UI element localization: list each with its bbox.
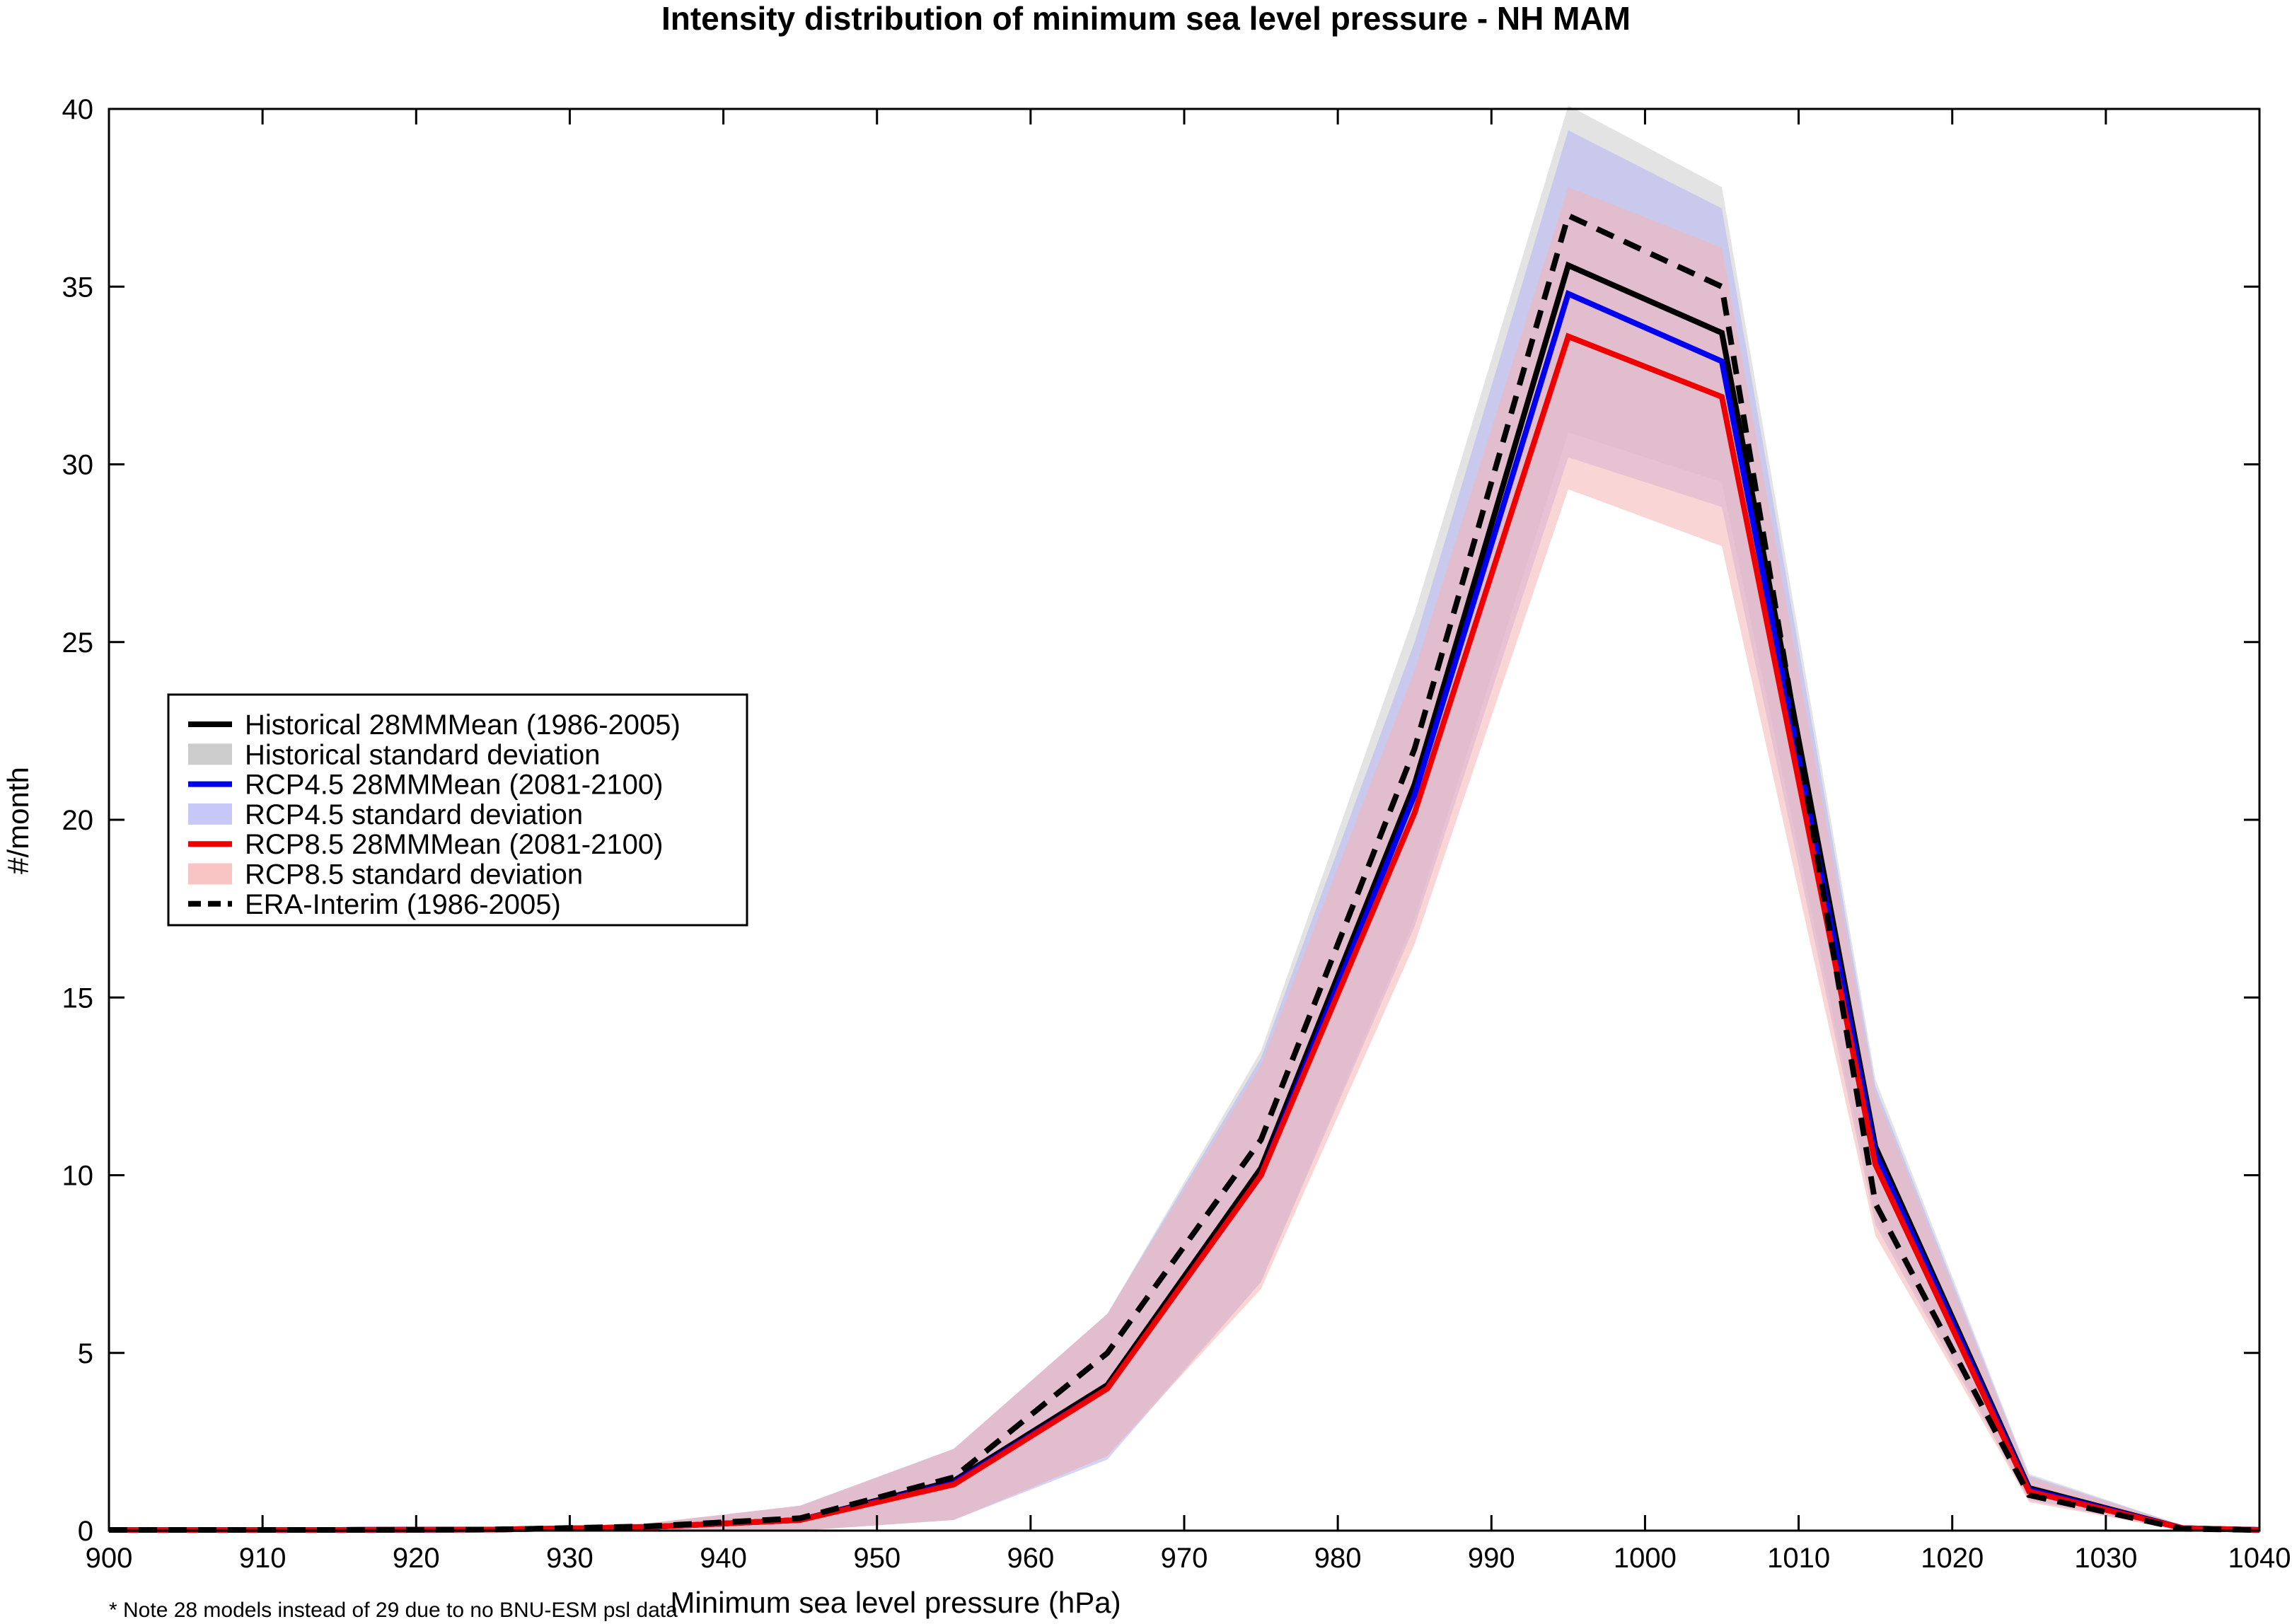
legend-swatch: [188, 803, 232, 825]
legend-label: RCP4.5 28MMMean (2081-2100): [245, 770, 663, 801]
legend-label: Historical 28MMMean (1986-2005): [245, 709, 681, 741]
footnote: * Note 28 models instead of 29 due to no…: [109, 1599, 678, 1622]
x-axis-label: Minimum sea level pressure (hPa): [670, 1586, 1121, 1619]
legend-label: RCP8.5 standard deviation: [245, 859, 583, 891]
legend-swatch: [188, 863, 232, 885]
y-tick-label: 25: [62, 627, 94, 659]
legend-label: Historical standard deviation: [245, 739, 600, 770]
y-tick-label: 15: [62, 982, 94, 1014]
y-tick-label: 0: [78, 1516, 93, 1547]
y-tick-label: 5: [78, 1338, 93, 1369]
legend: Historical 28MMMean (1986-2005)Historica…: [167, 693, 748, 927]
legend-label: RCP4.5 standard deviation: [245, 799, 583, 830]
x-tick-label: 950: [853, 1543, 901, 1574]
legend-box: [167, 693, 748, 927]
y-tick-label: 40: [62, 94, 94, 125]
x-tick-label: 920: [393, 1543, 440, 1574]
y-tick-label: 20: [62, 805, 94, 836]
y-tick-label: 30: [62, 450, 94, 481]
x-tick-label: 900: [86, 1543, 133, 1574]
x-tick-label: 1000: [1614, 1543, 1677, 1574]
x-tick-label: 1020: [1921, 1543, 1984, 1574]
x-tick-label: 980: [1314, 1543, 1362, 1574]
y-tick-label: 10: [62, 1161, 94, 1192]
x-tick-label: 1030: [2074, 1543, 2137, 1574]
y-tick-label: 35: [62, 272, 94, 303]
legend-label: RCP8.5 28MMMean (2081-2100): [245, 829, 663, 860]
legend-swatch: [188, 743, 232, 765]
x-tick-label: 910: [239, 1543, 286, 1574]
std-dev-bands: [109, 105, 2259, 1531]
x-tick-label: 1010: [1767, 1543, 1830, 1574]
x-tick-label: 930: [546, 1543, 594, 1574]
y-axis-label: #/month: [1, 767, 35, 874]
y-axis: 0 5 10 15 20 25 30 35 40: [62, 94, 2259, 1547]
x-tick-label: 970: [1161, 1543, 1208, 1574]
x-tick-label: 960: [1007, 1543, 1054, 1574]
legend-label: ERA-Interim (1986-2005): [245, 889, 561, 920]
x-tick-label: 990: [1468, 1543, 1515, 1574]
band-2: [109, 187, 2259, 1531]
x-axis: 900 910 920 930 940 950 960 970 980 990 1000 1010 10…: [86, 109, 2291, 1574]
chart-title: Intensity distribution of minimum sea le…: [661, 0, 1631, 37]
x-tick-label: 940: [700, 1543, 747, 1574]
x-tick-label: 1040: [2228, 1543, 2291, 1574]
